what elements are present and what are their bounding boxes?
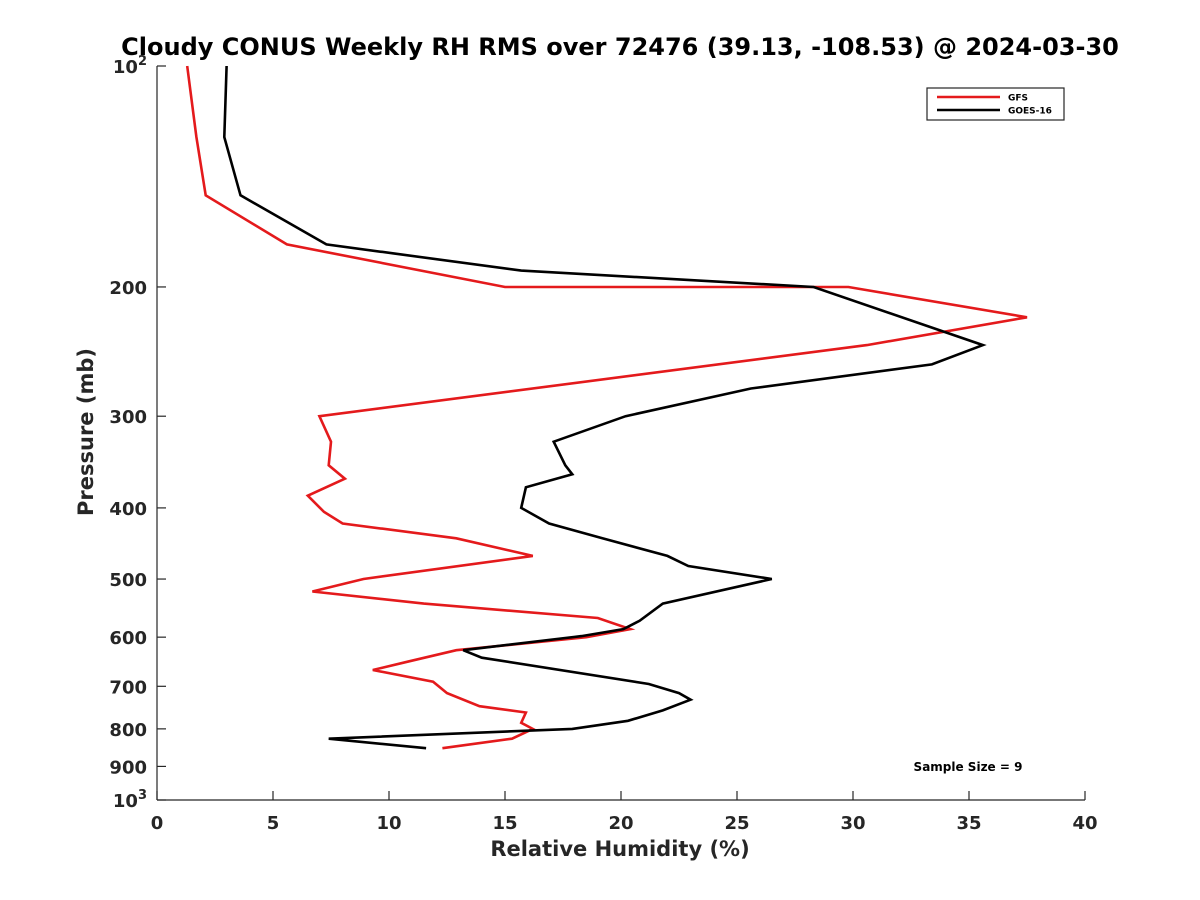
x-tick-label: 20 (608, 813, 633, 834)
x-tick-label: 25 (724, 813, 749, 834)
legend-label: GFS (1008, 94, 1028, 104)
y-tick-label: 103 (113, 788, 147, 812)
x-tick-label: 0 (151, 813, 164, 834)
y-tick-label: 500 (109, 570, 147, 591)
x-tick-label: 10 (376, 813, 401, 834)
x-tick-label: 40 (1072, 813, 1097, 834)
series-line-goes-16 (222, 65, 987, 750)
plot-frame (156, 66, 1085, 801)
y-tick-label: 300 (109, 407, 147, 428)
y-tick-label: 102 (113, 54, 147, 78)
x-tick-label: 35 (956, 813, 981, 834)
legend: GFS GOES-16 (926, 87, 1065, 121)
y-tick-label: 200 (109, 278, 147, 299)
x-axis-label: Relative Humidity (%) (490, 837, 749, 861)
y-tick-label: 800 (109, 720, 147, 741)
y-axis-label: Pressure (mb) (74, 348, 98, 516)
y-tick-label: 900 (109, 757, 147, 778)
y-tick-label: 400 (109, 499, 147, 520)
series-line-gfs (185, 65, 1028, 750)
y-axis-ticks: 102 200 300 400 500 600 700 800 900 103 (109, 54, 166, 812)
x-tick-label: 30 (840, 813, 865, 834)
y-tick-label: 700 (109, 677, 147, 698)
sample-size-annotation: Sample Size = 9 (914, 760, 1023, 774)
x-axis-ticks: 0 5 10 15 20 25 30 35 40 (151, 791, 1098, 834)
series-layer (185, 65, 1028, 750)
x-tick-label: 15 (492, 813, 517, 834)
chart-title: Cloudy CONUS Weekly RH RMS over 72476 (3… (121, 33, 1119, 61)
legend-box (926, 87, 1065, 121)
x-tick-label: 5 (267, 813, 280, 834)
y-tick-label: 600 (109, 628, 147, 649)
legend-label: GOES-16 (1008, 107, 1052, 117)
